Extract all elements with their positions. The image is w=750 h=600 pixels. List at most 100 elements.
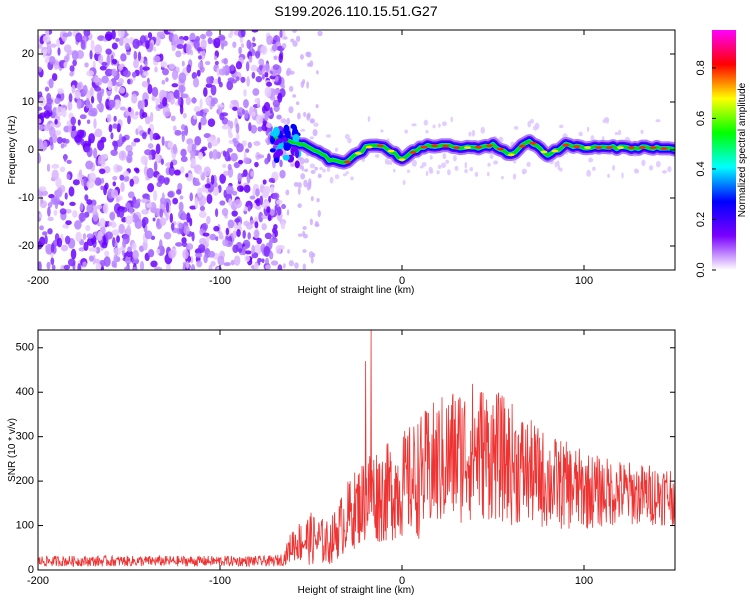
noise-speckle — [230, 152, 238, 162]
noise-speckle — [169, 95, 175, 105]
noise-speckle — [432, 124, 436, 129]
signal-core — [507, 153, 515, 157]
noise-speckle — [334, 147, 339, 152]
noise-speckle — [232, 106, 238, 111]
noise-speckle — [437, 164, 442, 170]
noise-speckle — [38, 124, 44, 131]
noise-speckle — [559, 124, 564, 129]
noise-speckle — [173, 89, 180, 100]
noise-speckle — [180, 156, 188, 163]
signal-core — [398, 158, 406, 162]
noise-speckle — [86, 119, 91, 124]
noise-speckle — [111, 58, 118, 65]
noise-speckle — [85, 160, 94, 170]
noise-speckle — [280, 221, 286, 230]
spectrogram-xlabel: Height of straight line (km) — [298, 285, 415, 296]
noise-speckle — [38, 236, 46, 247]
noise-speckle — [72, 179, 80, 186]
noise-speckle — [210, 260, 216, 267]
noise-speckle — [648, 165, 654, 171]
noise-speckle — [141, 112, 148, 118]
y-tick-label: 400 — [16, 386, 34, 398]
noise-speckle — [316, 197, 320, 203]
noise-speckle — [100, 136, 107, 143]
noise-speckle — [42, 231, 48, 236]
noise-speckle — [94, 44, 103, 55]
signal-blob — [269, 148, 276, 153]
noise-speckle — [182, 112, 187, 119]
y-tick-label: -20 — [18, 240, 34, 252]
noise-speckle — [223, 170, 229, 176]
noise-speckle — [374, 154, 380, 158]
noise-speckle — [438, 123, 441, 128]
noise-speckle — [288, 85, 294, 92]
noise-speckle — [136, 198, 141, 204]
signal-blob — [283, 124, 290, 135]
noise-speckle — [292, 30, 298, 33]
noise-speckle — [175, 242, 183, 247]
noise-speckle — [273, 224, 278, 230]
noise-speckle — [120, 182, 125, 193]
noise-speckle — [43, 123, 52, 132]
noise-speckle — [60, 143, 65, 149]
noise-speckle — [118, 150, 127, 161]
noise-speckle — [45, 244, 53, 249]
noise-speckle — [127, 150, 133, 157]
noise-speckle — [199, 66, 205, 73]
noise-speckle — [309, 136, 315, 140]
noise-speckle — [220, 42, 225, 50]
noise-speckle — [57, 88, 64, 95]
noise-speckle — [283, 120, 287, 125]
noise-speckle — [229, 30, 234, 37]
noise-speckle — [249, 219, 255, 224]
noise-speckle — [586, 126, 590, 132]
noise-speckle — [194, 198, 199, 209]
noise-speckle — [100, 266, 104, 270]
noise-speckle — [50, 257, 55, 266]
noise-speckle — [326, 167, 331, 172]
noise-speckle — [263, 246, 271, 258]
noise-speckle — [195, 252, 203, 258]
noise-speckle — [445, 159, 450, 164]
noise-speckle — [230, 79, 238, 84]
signal-core — [540, 150, 548, 154]
noise-speckle — [325, 134, 332, 138]
noise-speckle — [96, 204, 103, 210]
noise-speckle — [183, 35, 189, 41]
noise-speckle — [271, 44, 278, 52]
colorbar-tick-label: 0.2 — [695, 212, 707, 227]
noise-speckle — [254, 262, 259, 270]
noise-speckle — [205, 30, 213, 37]
noise-speckle — [278, 53, 283, 64]
noise-speckle — [253, 244, 262, 255]
noise-speckle — [223, 262, 231, 267]
noise-speckle — [265, 122, 273, 128]
signal-core — [496, 147, 504, 151]
noise-speckle — [46, 92, 52, 102]
noise-speckle — [299, 157, 305, 165]
noise-speckle — [86, 233, 94, 239]
noise-speckle — [250, 64, 258, 72]
noise-speckle — [229, 120, 234, 129]
noise-speckle — [125, 144, 133, 153]
noise-speckle — [272, 192, 280, 200]
noise-speckle — [186, 64, 192, 74]
noise-speckle — [604, 117, 609, 122]
noise-speckle — [155, 152, 160, 163]
noise-speckle — [411, 123, 417, 127]
noise-speckle — [185, 260, 190, 270]
noise-speckle — [275, 244, 282, 255]
noise-speckle — [302, 230, 306, 237]
noise-speckle — [66, 173, 71, 180]
noise-speckle — [38, 118, 42, 124]
noise-speckle — [185, 96, 191, 106]
noise-speckle — [146, 167, 154, 179]
noise-speckle — [655, 119, 661, 123]
noise-speckle — [269, 75, 277, 80]
noise-speckle — [251, 244, 255, 255]
noise-speckle — [258, 211, 264, 223]
noise-speckle — [210, 98, 216, 107]
noise-speckle — [54, 119, 58, 125]
noise-speckle — [198, 122, 202, 131]
